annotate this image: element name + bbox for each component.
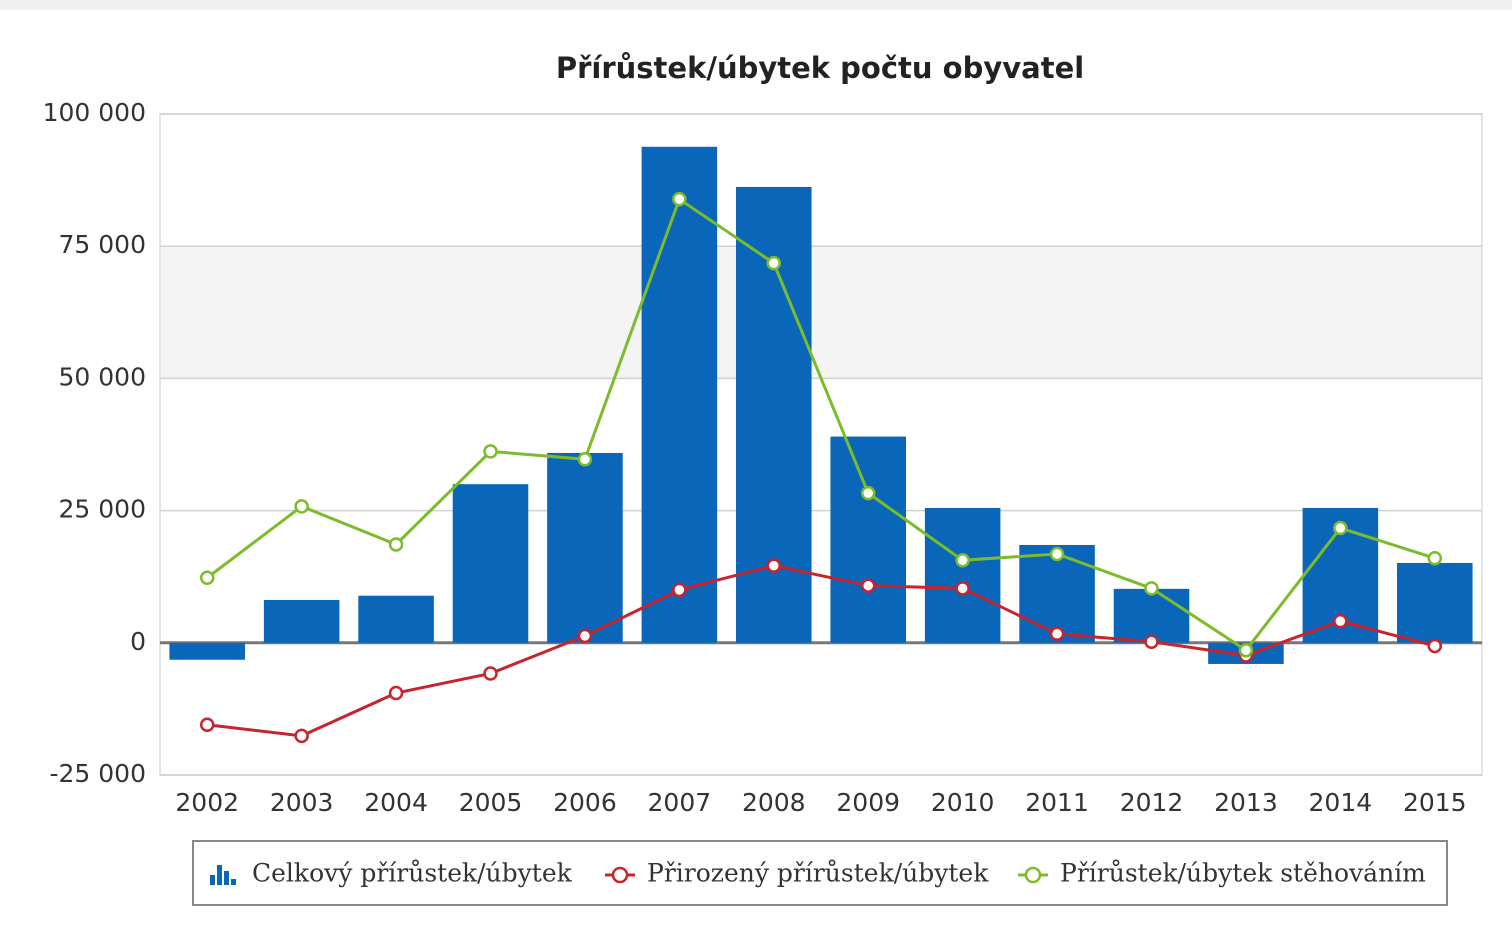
x-tick-label: 2006 <box>553 788 617 817</box>
plot-border <box>159 113 1483 776</box>
line <box>206 196 1436 653</box>
legend-icon <box>210 875 215 885</box>
x-tick-label: 2003 <box>270 788 334 817</box>
x-tick-label: 2014 <box>1309 788 1373 817</box>
y-tick-label: 75 000 <box>59 230 146 259</box>
legend-icon <box>231 879 236 885</box>
point <box>1427 638 1443 654</box>
bar <box>641 146 718 643</box>
point <box>672 582 687 598</box>
point <box>766 558 782 573</box>
legend-label: Přírůstek/úbytek stěhováním <box>1060 859 1426 888</box>
bar <box>1113 588 1190 643</box>
bar <box>263 599 340 643</box>
bar <box>1397 562 1473 643</box>
y-tick-label: 100 000 <box>43 98 146 127</box>
point <box>860 578 876 593</box>
bar <box>169 642 245 660</box>
point <box>388 685 404 701</box>
point <box>860 485 876 501</box>
x-tick-label: 2013 <box>1214 788 1278 817</box>
point <box>294 728 309 744</box>
y-tick-label: -25 000 <box>50 759 147 788</box>
point <box>577 628 593 644</box>
bar <box>830 436 906 643</box>
point <box>294 499 309 514</box>
legend-label: Přirozený přírůstek/úbytek <box>647 859 989 888</box>
x-tick-label: 2010 <box>931 788 995 817</box>
point <box>766 255 782 271</box>
chart-title: Přírůstek/úbytek počtu obyvatel <box>556 51 1084 85</box>
point <box>388 537 404 552</box>
point <box>1238 642 1254 658</box>
point <box>1049 626 1065 642</box>
point <box>1144 581 1159 596</box>
point <box>1144 634 1159 649</box>
bar <box>736 186 812 643</box>
x-tick-label: 2002 <box>175 788 239 817</box>
x-tick-label: 2009 <box>836 788 900 817</box>
point <box>1049 546 1065 562</box>
y-tick-label: 50 000 <box>59 362 146 391</box>
x-tick-label: 2015 <box>1403 788 1467 817</box>
point <box>483 666 498 681</box>
legend-box <box>192 840 1448 906</box>
line <box>207 564 1436 738</box>
legend-icon <box>217 865 222 885</box>
plot-band <box>160 246 1482 379</box>
x-tick-label: 2005 <box>459 788 523 817</box>
top-strip <box>0 0 1512 10</box>
point <box>672 191 687 207</box>
bar <box>358 595 434 643</box>
legend-icon <box>1024 866 1042 884</box>
bar <box>452 484 529 643</box>
point <box>955 581 970 596</box>
x-tick-label: 2007 <box>648 788 712 817</box>
bar <box>1019 544 1095 643</box>
bar <box>547 452 623 643</box>
point <box>199 717 215 733</box>
point <box>1333 613 1348 629</box>
point <box>577 452 593 467</box>
point <box>1333 520 1348 536</box>
legend-icon <box>224 871 229 885</box>
x-tick-label: 2008 <box>742 788 806 817</box>
point <box>955 553 970 568</box>
x-tick-label: 2004 <box>364 788 428 817</box>
point <box>199 570 215 586</box>
x-tick-label: 2012 <box>1120 788 1184 817</box>
bar <box>924 507 1001 643</box>
x-tick-label: 2011 <box>1025 788 1089 817</box>
legend-icon <box>611 866 629 884</box>
legend-label: Celkový přírůstek/úbytek <box>252 859 573 888</box>
point <box>483 444 498 459</box>
point <box>1427 550 1443 566</box>
y-tick-label: 0 <box>130 627 146 656</box>
y-tick-label: 25 000 <box>59 495 146 524</box>
